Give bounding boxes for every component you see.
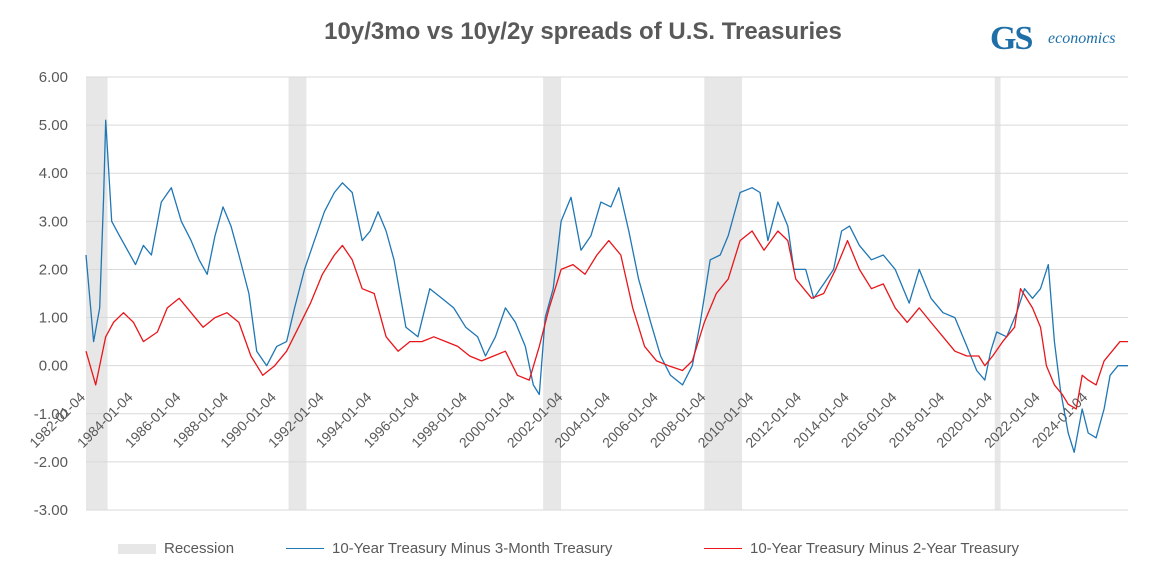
chart-plot: 6.00 5.00 4.00 3.00 2.00 1.00 0.00 -1.00 -2.00 -3… (26, 69, 1128, 519)
y-tick-label: 1.00 (39, 310, 68, 327)
recession-band (994, 77, 1001, 510)
legend-label-series1: 10-Year Treasury Minus 3-Month Treasury (332, 540, 613, 557)
legend-item-recession: Recession (118, 540, 234, 557)
y-tick-label: 2.00 (39, 261, 68, 278)
recession-band (288, 77, 307, 510)
legend-swatch-recession (118, 543, 156, 554)
legend: Recession 10-Year Treasury Minus 3-Month… (0, 540, 1166, 564)
logo-text: economics (1048, 30, 1116, 47)
legend-swatch-series2 (704, 548, 742, 549)
series-line-1 (85, 119, 1128, 453)
legend-label-recession: Recession (164, 540, 235, 557)
chart-title: 10y/3mo vs 10y/2y spreads of U.S. Treasu… (324, 18, 842, 45)
y-tick-label: 3.00 (39, 213, 68, 230)
y-tick-label: 5.00 (39, 117, 68, 134)
y-tick-label: -3.00 (34, 502, 68, 519)
legend-item-series1: 10-Year Treasury Minus 3-Month Treasury (286, 540, 612, 557)
legend-label-series2: 10-Year Treasury Minus 2-Year Treasury (750, 540, 1020, 557)
recession-band (704, 77, 743, 510)
y-axis-ticks: 6.00 5.00 4.00 3.00 2.00 1.00 0.00 -1.00 -2.00 -3… (34, 69, 68, 519)
series-line-2 (85, 230, 1128, 410)
logo-mark: GS (990, 20, 1033, 57)
series-lines (85, 119, 1128, 453)
y-tick-label: -2.00 (34, 454, 68, 471)
y-tick-label: 4.00 (39, 165, 68, 182)
legend-swatch-series1 (286, 548, 324, 549)
brand-logo: GS economics (990, 20, 1130, 64)
y-tick-label: -1.00 (34, 406, 68, 423)
recession-band (86, 77, 108, 510)
legend-item-series2: 10-Year Treasury Minus 2-Year Treasury (704, 540, 1019, 557)
y-tick-label: 6.00 (39, 69, 68, 86)
y-tick-label: 0.00 (39, 358, 68, 375)
